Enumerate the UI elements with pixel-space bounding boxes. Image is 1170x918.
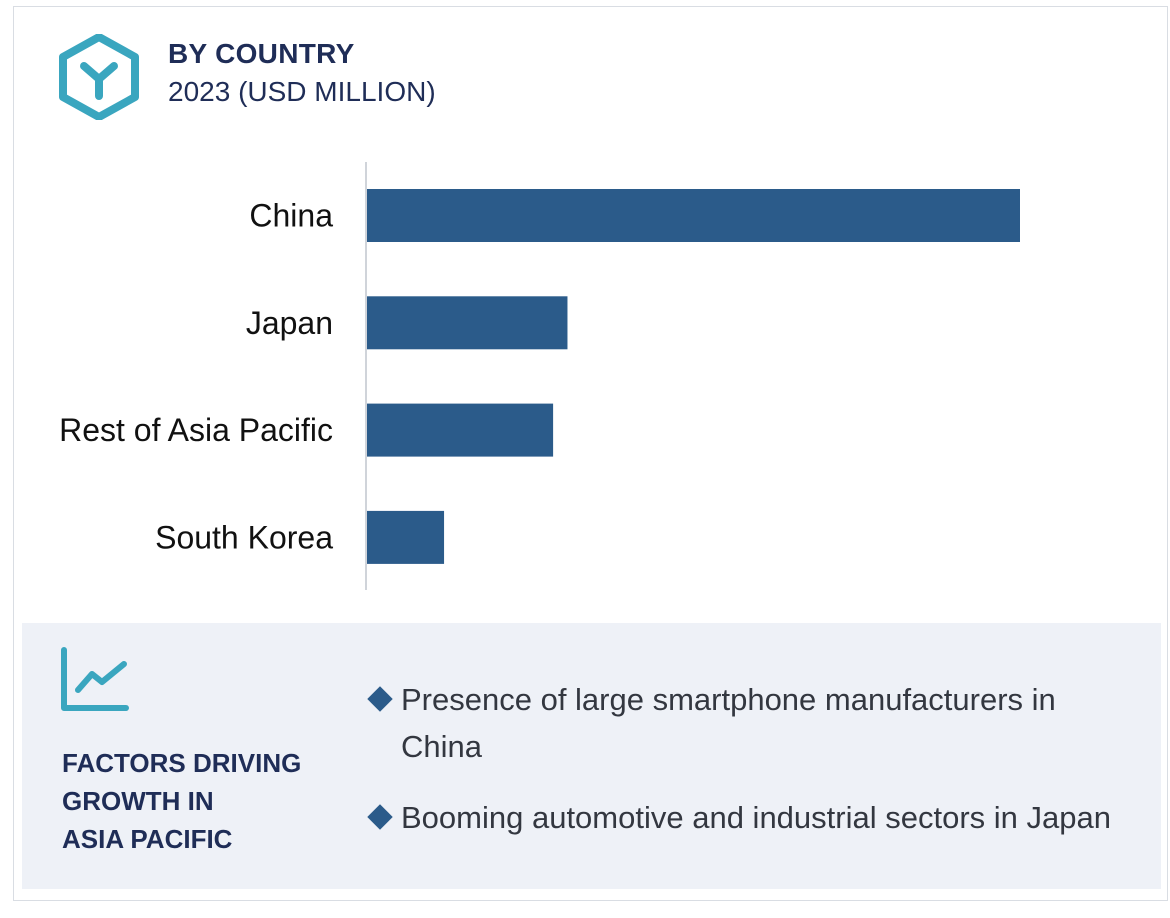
- factors-title-line: GROWTH IN: [62, 786, 214, 816]
- chart-subtitle: 2023 (USD MILLION): [168, 76, 436, 107]
- bar-rest-of-asia-pacific: [367, 403, 554, 457]
- factor-text: Booming automotive and industrial sector…: [401, 800, 1111, 835]
- factors-title: FACTORS DRIVING GROWTH IN ASIA PACIFIC: [62, 744, 362, 858]
- factors-list: Presence of large smartphone manufacture…: [367, 676, 1128, 865]
- bar-china: [367, 189, 1020, 242]
- factors-title-line: FACTORS DRIVING: [62, 748, 302, 778]
- diamond-bullet-icon: [367, 686, 393, 712]
- factor-text: Presence of large smartphone manufacture…: [401, 682, 1056, 764]
- chart-title: BY COUNTRY: [168, 38, 355, 69]
- diamond-bullet-icon: [367, 804, 393, 830]
- bar-japan: [367, 296, 568, 350]
- category-label: China: [249, 198, 333, 234]
- factor-item: Booming automotive and industrial sector…: [367, 794, 1128, 841]
- bar-chart: China Japan Rest of Asia Pacific South Kore…: [59, 162, 1020, 590]
- bar-south-korea: [367, 510, 445, 564]
- category-label: Japan: [246, 305, 333, 341]
- factors-title-line: ASIA PACIFIC: [62, 824, 233, 854]
- category-label: Rest of Asia Pacific: [59, 412, 333, 448]
- factors-panel: [22, 623, 1161, 889]
- category-label: South Korea: [155, 519, 333, 555]
- factor-item: Presence of large smartphone manufacture…: [367, 676, 1128, 770]
- trend-chart-icon: [61, 647, 129, 711]
- hexagon-y-logo-icon: [59, 34, 139, 120]
